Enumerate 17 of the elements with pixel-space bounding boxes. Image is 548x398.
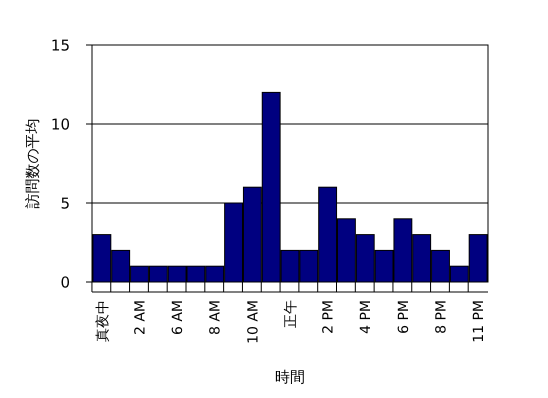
x-tick-label: 8 AM [208, 300, 224, 336]
y-tick-label: 0 [60, 273, 70, 292]
x-tick-label: 2 PM [320, 300, 337, 334]
x-tick-label: 真夜中 [94, 300, 111, 342]
x-tick-label: 10 AM [245, 300, 262, 344]
x-tick-label: 6 PM [396, 300, 412, 334]
x-tick-label: 2 AM [132, 300, 148, 336]
y-axis-title: 訪問数の平均 [23, 118, 42, 208]
y-tick-label: 10 [50, 115, 70, 134]
y-tick-label: 15 [50, 36, 70, 54]
x-tick-label: 8 PM [433, 300, 450, 334]
x-tick-label: 11 PM [471, 300, 488, 343]
x-tick-label: 4 PM [358, 300, 374, 334]
x-axis-title: 時間 [275, 368, 305, 386]
x-tick-label: 正午 [282, 300, 299, 328]
y-tick-label: 5 [60, 194, 70, 212]
x-tick-label: 6 AM [170, 300, 186, 336]
